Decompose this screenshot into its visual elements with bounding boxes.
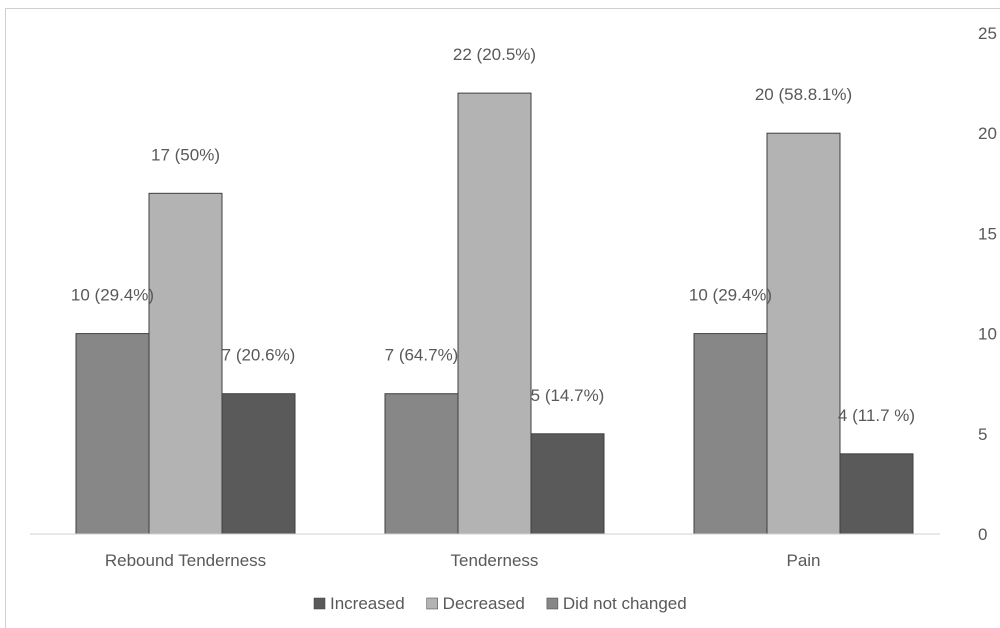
bar-increased-2 [839, 453, 914, 535]
y-tick-label: 20 [978, 124, 997, 143]
data-label: 5 (14.7%) [531, 386, 605, 405]
bars-layer [75, 92, 914, 535]
bar-did-not-changed-1 [384, 393, 459, 535]
bar-decreased-0 [148, 192, 223, 535]
data-labels-layer: 10 (29.4%) 17 (50%) 7 (20.6%) 7 (64.7%) 22 (… [71, 45, 915, 425]
y-tick-labels: 0 5 10 15 20 25 [978, 24, 997, 544]
legend-swatch [426, 597, 438, 610]
data-label: 17 (50%) [151, 145, 220, 164]
bar-decreased-2 [766, 132, 841, 535]
bar-did-not-changed-2 [693, 333, 768, 535]
legend-label: Decreased [443, 594, 525, 613]
data-label: 22 (20.5%) [453, 45, 536, 64]
y-tick-label: 10 [978, 325, 997, 344]
data-label: 10 (29.4%) [689, 286, 772, 305]
x-tick-labels: Rebound Tenderness Tenderness Pain [105, 551, 821, 570]
bar-increased-1 [530, 433, 605, 535]
bar-decreased-1 [457, 92, 532, 535]
data-label: 20 (58.8.1%) [755, 85, 852, 104]
legend-swatch [313, 597, 326, 610]
legend-swatch [546, 597, 559, 610]
data-label: 4 (11.7 %) [838, 406, 915, 425]
y-tick-label: 5 [978, 425, 987, 444]
y-tick-label: 0 [978, 525, 987, 544]
legend-label: Did not changed [563, 594, 687, 613]
bar-did-not-changed-0 [75, 333, 150, 535]
x-tick-label: Rebound Tenderness [105, 551, 266, 570]
x-tick-label: Tenderness [451, 551, 539, 570]
legend: Increased Decreased Did not changed [313, 594, 687, 613]
legend-label: Increased [330, 594, 405, 613]
data-label: 10 (29.4%) [71, 286, 154, 305]
bar-increased-0 [221, 393, 296, 535]
x-tick-label: Pain [786, 551, 820, 570]
y-tick-label: 15 [978, 224, 997, 243]
chart-frame [5, 8, 1000, 628]
data-label: 7 (20.6%) [222, 346, 296, 365]
y-tick-label: 25 [978, 24, 997, 43]
data-label: 7 (64.7%) [385, 346, 459, 365]
